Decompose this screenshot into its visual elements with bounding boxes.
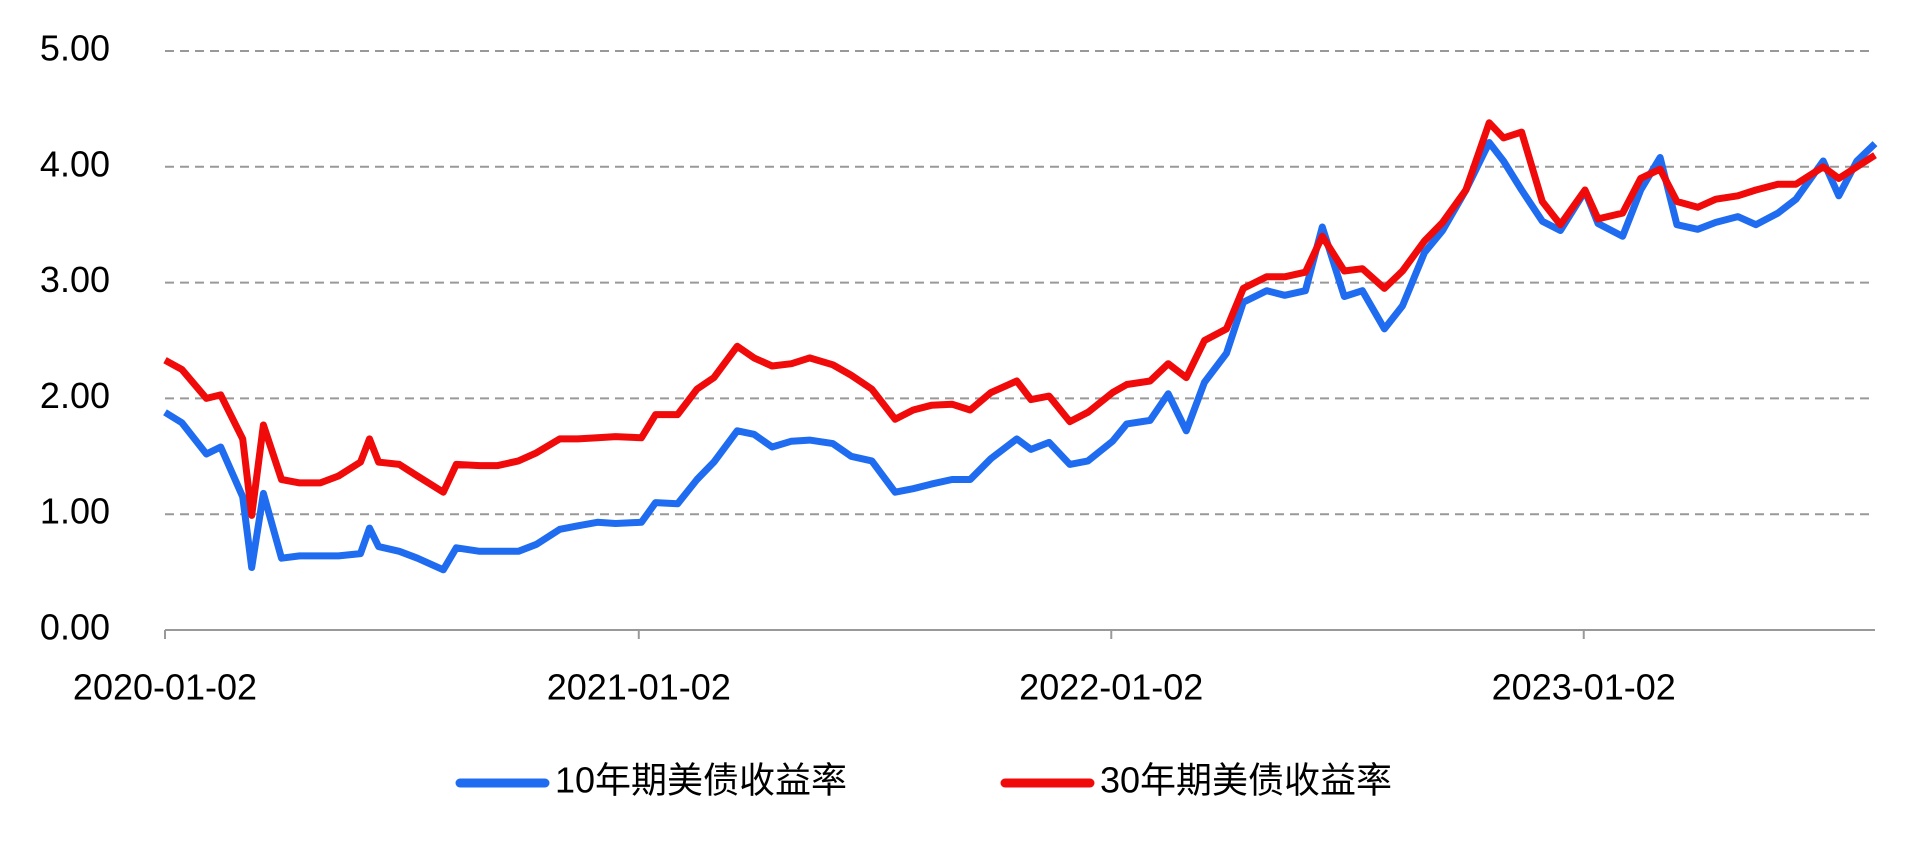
x-tick-label: 2021-01-02 [547, 667, 731, 708]
y-tick-label: 3.00 [40, 259, 110, 300]
x-tick-label: 2022-01-02 [1019, 667, 1203, 708]
x-tick-label: 2020-01-02 [73, 667, 257, 708]
legend-label: 10年期美债收益率 [555, 760, 847, 801]
y-tick-label: 1.00 [40, 491, 110, 532]
y-tick-label: 0.00 [40, 607, 110, 648]
y-tick-label: 4.00 [40, 143, 110, 184]
legend-label: 30年期美债收益率 [1100, 760, 1392, 801]
y-tick-label: 5.00 [40, 28, 110, 69]
series-line [163, 139, 1878, 574]
x-tick-label: 2023-01-02 [1492, 667, 1676, 708]
series-line [163, 119, 1877, 519]
y-tick-label: 2.00 [40, 375, 110, 416]
